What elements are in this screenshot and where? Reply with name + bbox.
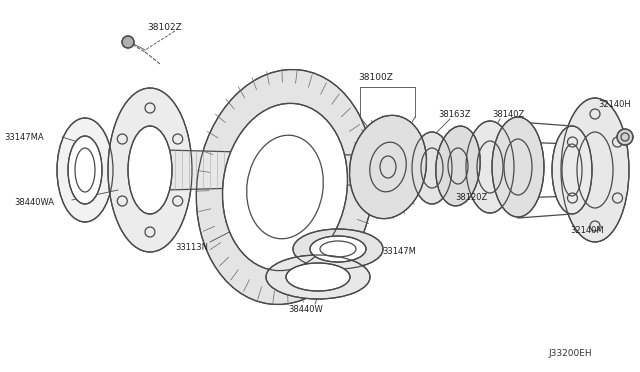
Ellipse shape — [349, 115, 426, 219]
Text: 33147M: 33147M — [382, 247, 416, 257]
Text: 33147MA: 33147MA — [4, 132, 44, 141]
Ellipse shape — [561, 98, 629, 242]
Text: 32140M: 32140M — [570, 225, 604, 234]
Text: J33200EH: J33200EH — [548, 350, 591, 359]
Circle shape — [617, 129, 633, 145]
Ellipse shape — [128, 126, 172, 214]
Polygon shape — [165, 150, 390, 190]
Circle shape — [122, 36, 134, 48]
Ellipse shape — [310, 236, 366, 262]
Text: 38440W: 38440W — [288, 305, 323, 314]
Ellipse shape — [492, 117, 544, 217]
Ellipse shape — [223, 103, 348, 270]
Text: 38163Z: 38163Z — [438, 109, 470, 119]
Ellipse shape — [286, 263, 350, 291]
Ellipse shape — [412, 132, 452, 204]
Text: 38120Z: 38120Z — [455, 192, 487, 202]
Ellipse shape — [108, 88, 192, 252]
Text: 33113N: 33113N — [175, 243, 208, 251]
Text: 38102Z: 38102Z — [147, 22, 182, 32]
Text: 38140Z: 38140Z — [492, 109, 524, 119]
Ellipse shape — [68, 136, 102, 204]
Text: 32140H: 32140H — [598, 99, 631, 109]
Ellipse shape — [466, 121, 514, 213]
Ellipse shape — [266, 255, 370, 299]
Ellipse shape — [552, 126, 592, 214]
Ellipse shape — [293, 229, 383, 269]
Ellipse shape — [196, 70, 374, 305]
Ellipse shape — [57, 118, 113, 222]
Text: 38100Z: 38100Z — [358, 73, 393, 81]
Ellipse shape — [436, 126, 480, 206]
Text: 38440WA: 38440WA — [14, 198, 54, 206]
